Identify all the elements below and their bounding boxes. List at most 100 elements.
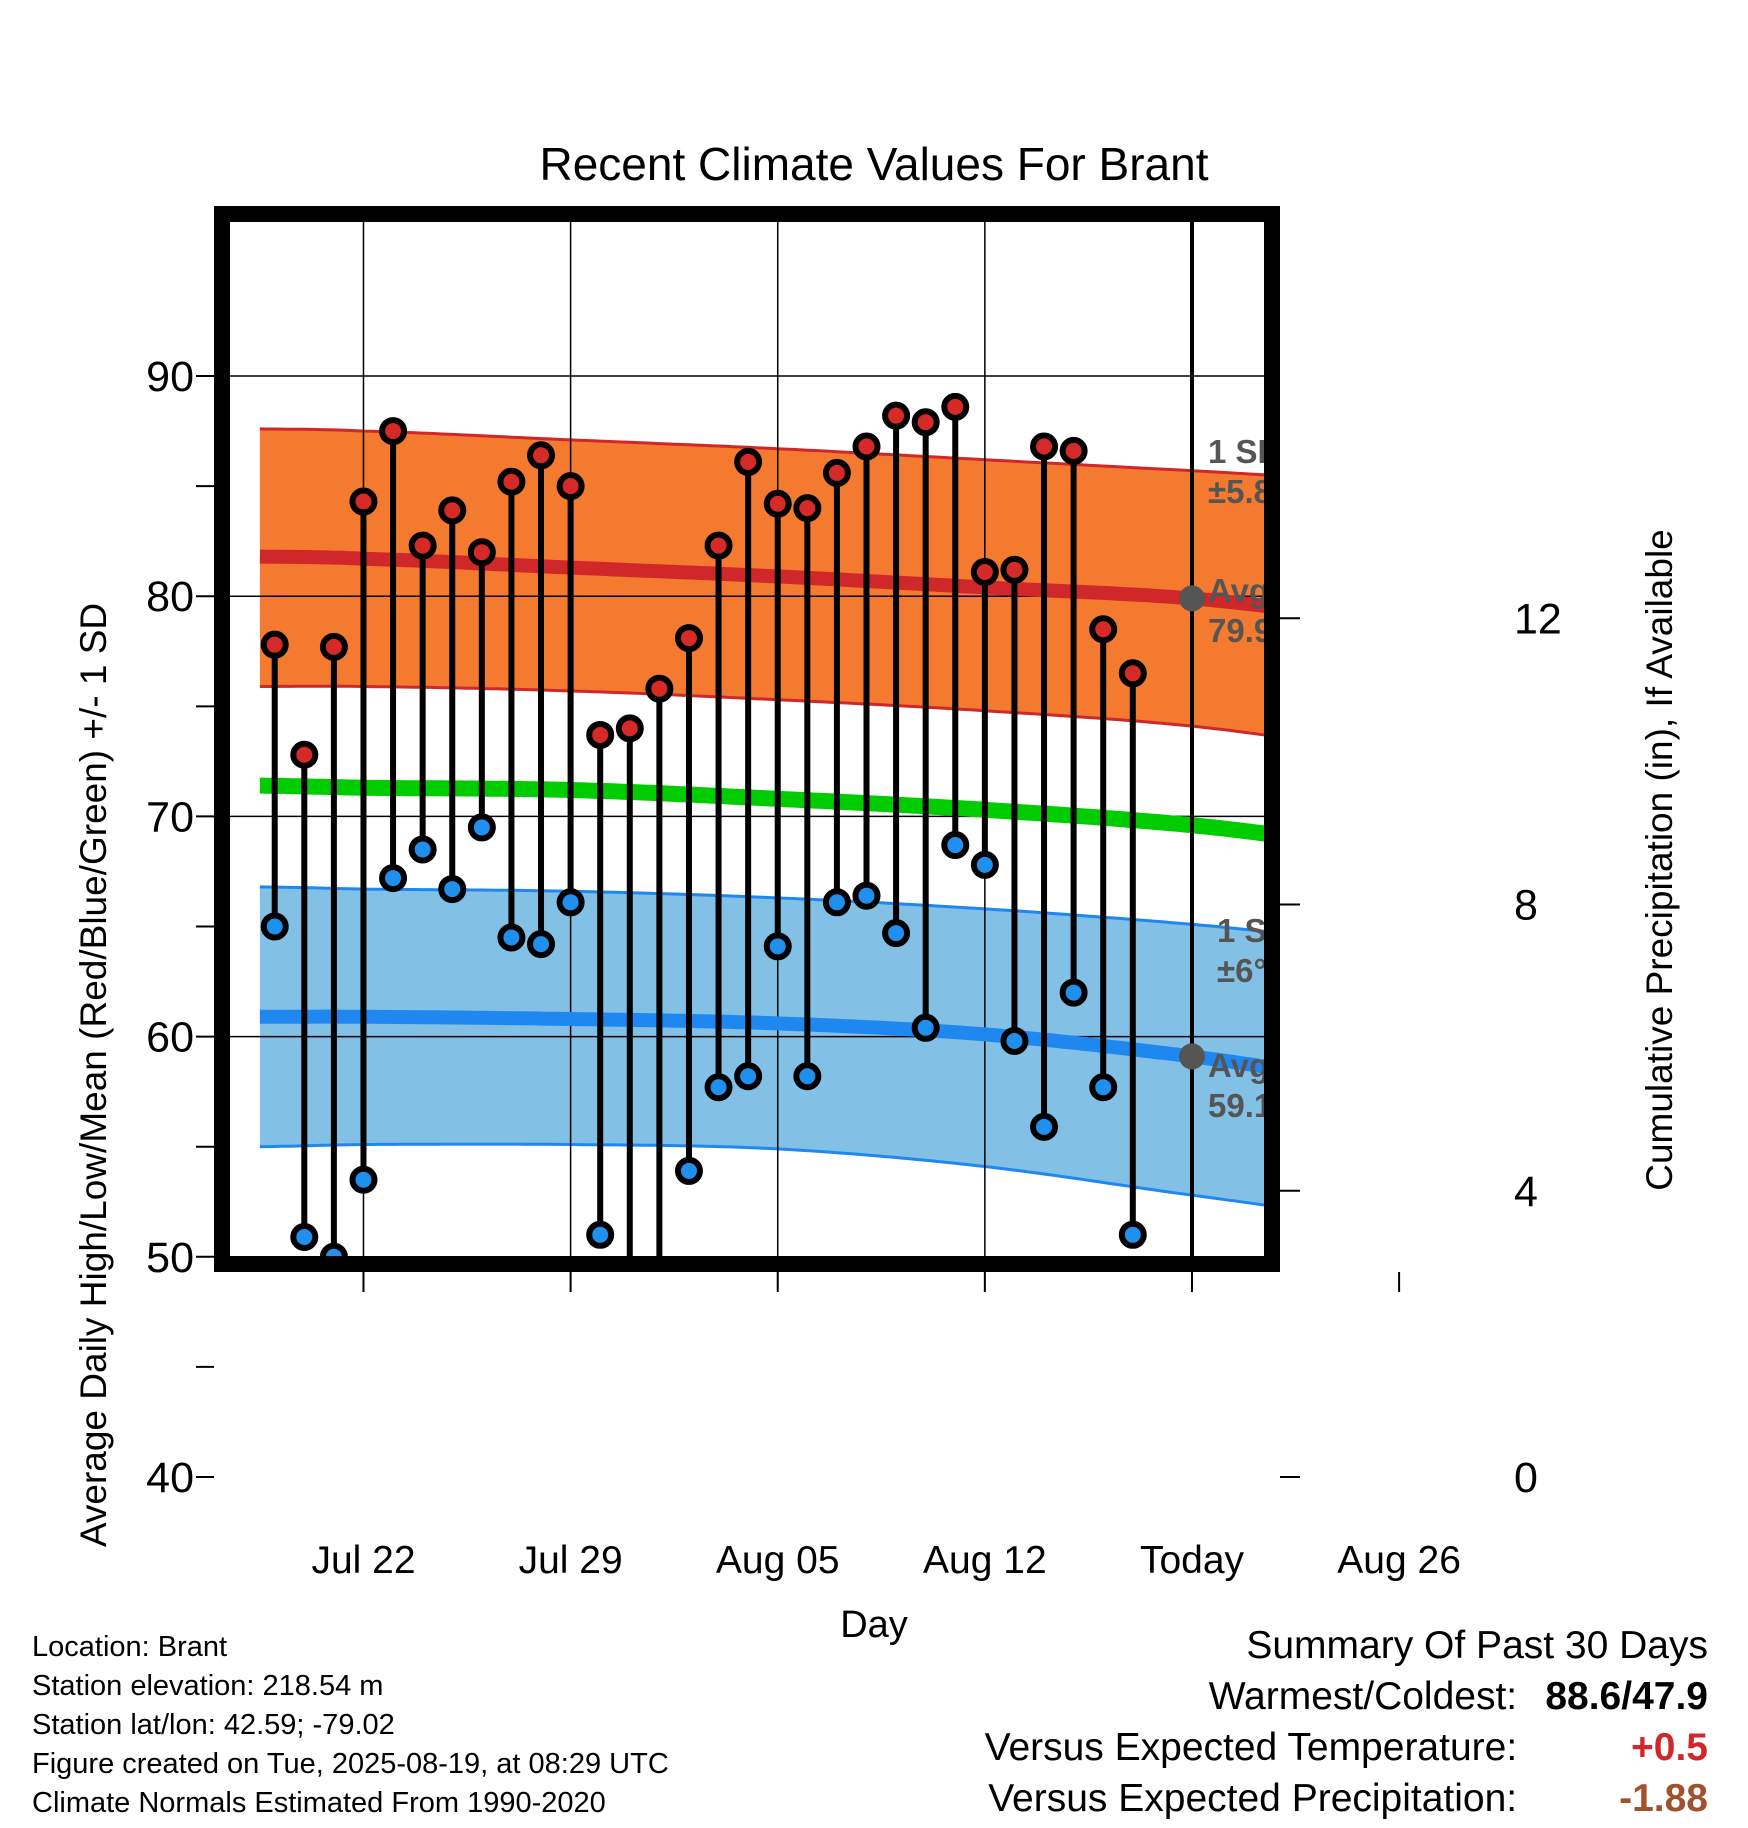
y2-tick-label: 8 xyxy=(1514,882,1538,930)
precip-value: -1.88 xyxy=(1619,1777,1708,1820)
daily-high-point xyxy=(645,674,674,703)
x-tick-label: Jul 29 xyxy=(519,1539,623,1582)
y-tick-label: 70 xyxy=(146,793,194,841)
low-sd-band xyxy=(259,886,1272,1207)
period-label: 30 Days xyxy=(1201,1383,1285,1462)
daily-low-point xyxy=(734,1062,763,1091)
daily-high-point xyxy=(674,624,703,653)
daily-high-point xyxy=(556,472,585,501)
daily-low-point xyxy=(911,1013,940,1042)
daily-high-point xyxy=(852,432,881,461)
low-sd-lower-edge xyxy=(259,1142,1272,1208)
plot-frame xyxy=(214,206,1280,1272)
low-avg-label: Avg: 59.1°F xyxy=(1208,1047,1306,1124)
y2-tick-label: 12 xyxy=(1514,595,1562,643)
daily-high-point xyxy=(1000,555,1029,584)
daily-low-point xyxy=(438,875,467,904)
daily-high-point xyxy=(438,496,467,525)
daily-low-point xyxy=(619,1292,641,1314)
daily-high-point xyxy=(586,720,615,749)
daily-high-point xyxy=(763,489,792,518)
daily-high-point xyxy=(379,417,408,446)
temp-label: Versus Expected Temperature: xyxy=(984,1726,1518,1769)
daily-low-point xyxy=(1030,1112,1059,1141)
daily-low-point xyxy=(586,1220,615,1249)
daily-low-point xyxy=(1000,1027,1029,1056)
daily-high-point xyxy=(1089,615,1118,644)
daily-low-point xyxy=(648,1272,670,1294)
elevation-text: Station elevation: 218.54 m xyxy=(32,1670,384,1702)
plot-area: 1 SD: ±5.8°F Avg: 79.9°F 1 SD: ±6°F Avg: 59.1°F… xyxy=(196,206,1479,1478)
high-avg-label: Avg: 79.9°F xyxy=(1208,572,1306,649)
daily-low-point xyxy=(763,932,792,961)
daily-low-point xyxy=(467,813,496,842)
today-high-avg-marker xyxy=(1178,585,1205,612)
y-axis-title: Average Daily High/Low/Mean (Red/Blue/Gr… xyxy=(73,603,114,1547)
today-low-avg-marker xyxy=(1178,1043,1205,1070)
daily-low-point xyxy=(379,864,408,893)
precip-label: Versus Expected Precipitation: xyxy=(988,1777,1518,1820)
daily-high-point xyxy=(497,467,526,496)
daily-low-point xyxy=(882,919,911,948)
daily-low-point xyxy=(1089,1073,1118,1102)
plot-content: 1 SD: ±5.8°F Avg: 79.9°F 1 SD: ±6°F Avg: 59.1°F… xyxy=(222,214,1479,1477)
daily-high-point xyxy=(349,487,378,516)
y2-tick-label: 4 xyxy=(1514,1168,1538,1216)
latlon-text: Station lat/lon: 42.59; -79.02 xyxy=(32,1709,395,1741)
daily-high-point xyxy=(882,401,911,430)
daily-high-point xyxy=(467,538,496,567)
summary-precip-row: Versus Expected Precipitation: -1.88 xyxy=(985,1773,1708,1824)
created-text: Figure created on Tue, 2025-08-19, at 08… xyxy=(32,1748,669,1780)
warmest-value: 88.6/47.9 xyxy=(1545,1675,1708,1718)
daily-high-point xyxy=(260,630,289,659)
daily-high-point xyxy=(408,531,437,560)
y-tick-label: 50 xyxy=(146,1234,194,1282)
daily-high-point xyxy=(527,441,556,470)
daily-high-point xyxy=(911,408,940,437)
warmest-label: Warmest/Coldest: xyxy=(1208,1675,1518,1718)
x-tick-label: Aug 12 xyxy=(923,1539,1047,1582)
daily-low-point xyxy=(674,1156,703,1185)
daily-high-point xyxy=(615,714,644,743)
y-tick-label: 60 xyxy=(146,1014,194,1062)
y2-axis-title: Cumulative Precipitation (in), If Availa… xyxy=(1639,529,1680,1191)
daily-high-point xyxy=(319,632,348,661)
daily-high-point xyxy=(793,494,822,523)
summary-panel: Summary Of Past 30 Days Warmest/Coldest:… xyxy=(985,1620,1708,1824)
axis-labels: 40 50 60 70 80 90 0 4 8 12 Jul 22 Jul 29 Aug 05 Aug 1… xyxy=(146,353,1562,1582)
normals-text: Climate Normals Estimated From 1990-2020 xyxy=(32,1787,606,1819)
x-tick-label: Aug 26 xyxy=(1337,1539,1461,1582)
precip-area xyxy=(260,1355,1479,1477)
chart-title: Recent Climate Values For Brant xyxy=(540,138,1209,190)
x-axis-title: Day xyxy=(840,1604,908,1646)
daily-high-point xyxy=(1118,659,1147,688)
daily-low-point xyxy=(852,881,881,910)
summary-title: Summary Of Past 30 Days xyxy=(1246,1624,1708,1667)
daily-low-point xyxy=(556,888,585,917)
daily-low-point xyxy=(290,1222,319,1251)
daily-high-point xyxy=(704,531,733,560)
high-sd-label: 1 SD: ±5.8°F xyxy=(1208,433,1305,510)
low-sd-label: 1 SD: ±6°F xyxy=(1217,912,1301,989)
x-tick-label: Today xyxy=(1140,1539,1245,1582)
daily-high-point xyxy=(822,458,851,487)
summary-warmest-row: Warmest/Coldest: 88.6/47.9 xyxy=(985,1671,1708,1722)
y-tick-label: 90 xyxy=(146,353,194,401)
daily-low-point xyxy=(260,912,289,941)
station-info: Location: Brant Station elevation: 218.5… xyxy=(32,1628,669,1823)
daily-high-point xyxy=(1030,432,1059,461)
daily-low-point xyxy=(1118,1220,1147,1249)
location-text: Location: Brant xyxy=(32,1631,228,1663)
daily-low-point xyxy=(822,888,851,917)
y-tick-label: 40 xyxy=(146,1454,194,1502)
y-tick-label: 80 xyxy=(146,573,194,621)
daily-low-point xyxy=(970,850,999,879)
daily-low-point xyxy=(941,831,970,860)
daily-low-point xyxy=(349,1165,378,1194)
y2-tick-label: 0 xyxy=(1514,1454,1538,1502)
x-tick-label: Aug 05 xyxy=(716,1539,840,1582)
daily-high-point xyxy=(941,392,970,421)
daily-high-point xyxy=(734,447,763,476)
daily-low-point xyxy=(704,1073,733,1102)
